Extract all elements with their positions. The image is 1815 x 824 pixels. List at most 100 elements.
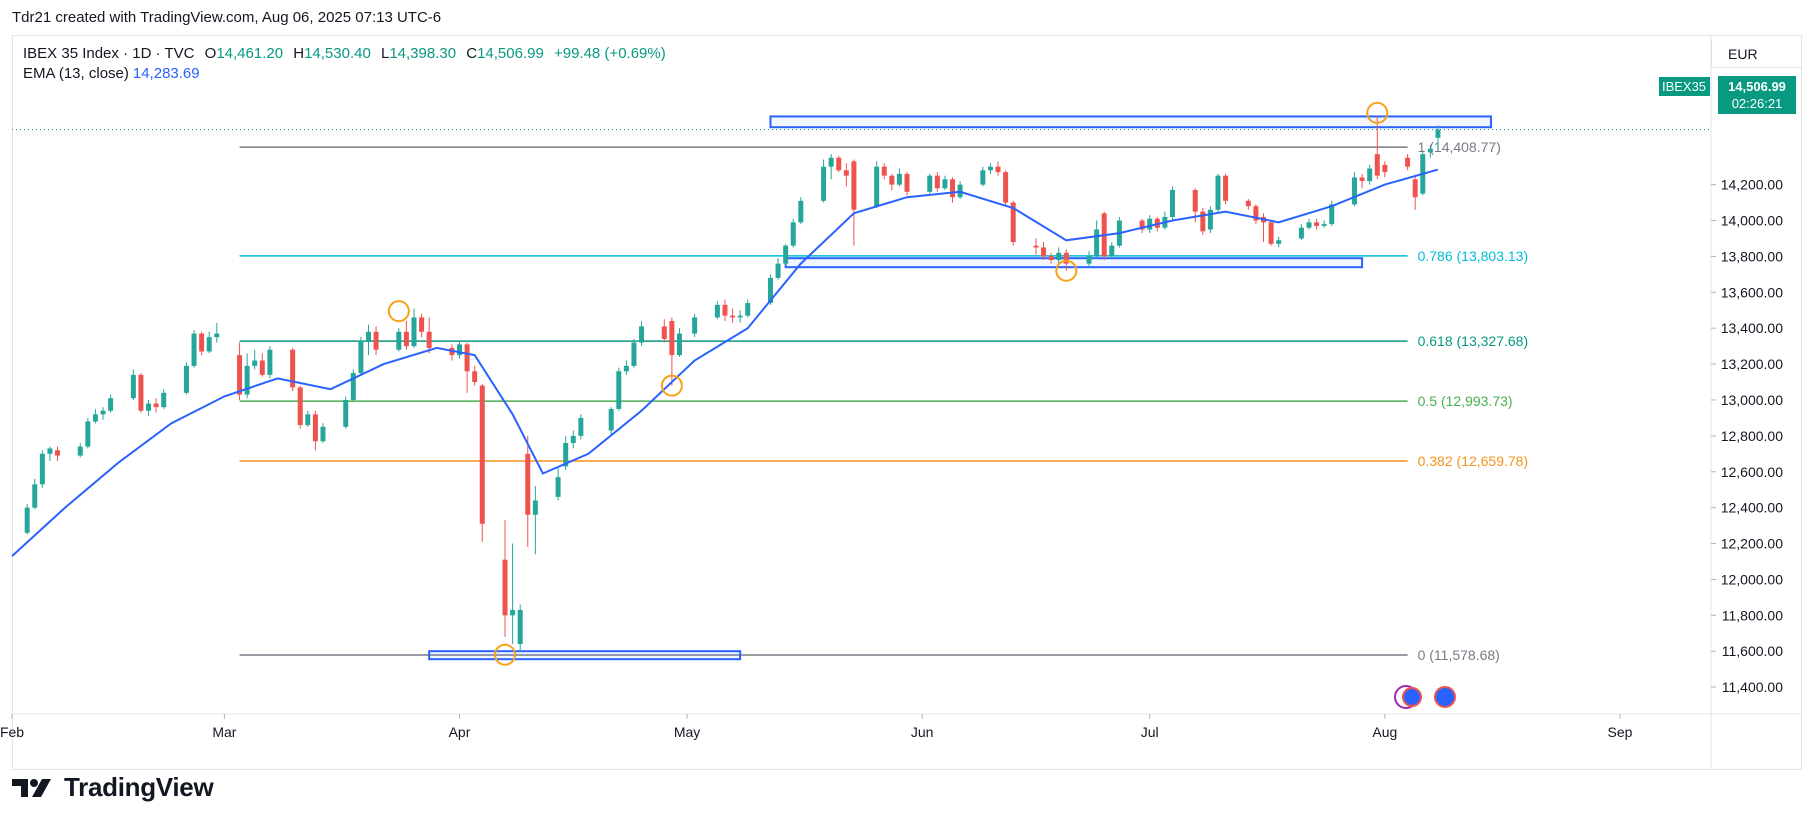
candle (1003, 170, 1009, 207)
candle (1139, 218, 1145, 234)
candle (927, 173, 933, 194)
candle (525, 435, 531, 548)
candle-body (1147, 218, 1153, 230)
price-tick-label: 12,000.00 (1721, 571, 1783, 587)
candle-body (1412, 179, 1418, 198)
candle (464, 342, 470, 393)
candle-body (517, 609, 523, 645)
candle (821, 159, 827, 203)
candle (950, 177, 956, 203)
pivot-marker (1366, 101, 1389, 124)
candle-body (722, 304, 728, 316)
ema-label[interactable]: EMA (13, close) (23, 65, 129, 82)
candle-body (934, 175, 940, 189)
footer-brand[interactable]: TradingView (12, 772, 214, 803)
candle (1048, 252, 1054, 264)
candle (1405, 154, 1411, 171)
candle (1298, 224, 1304, 241)
candle (1412, 175, 1418, 210)
candle (669, 317, 675, 386)
candle-body (85, 421, 91, 447)
chart-frame[interactable] (12, 35, 1802, 770)
candle-body (881, 166, 887, 176)
candle-body (55, 450, 61, 456)
candle (722, 299, 728, 322)
candle-body (1435, 129, 1441, 138)
time-tick-label: Mar (212, 724, 236, 740)
candle-body (312, 414, 318, 442)
candle-body (639, 326, 645, 343)
candle-body (889, 175, 895, 185)
candle-body (775, 263, 781, 278)
candle-body (980, 170, 986, 185)
candle (32, 478, 38, 510)
price-tag: 14,506.99 (1728, 79, 1786, 94)
candle-body (244, 365, 250, 395)
candle-body (616, 371, 622, 409)
candle-body (358, 340, 364, 374)
candle (851, 159, 857, 246)
candle (153, 398, 159, 413)
candle-body (290, 349, 296, 388)
candle (472, 365, 478, 386)
candle-body (1427, 148, 1433, 153)
candle-body (1374, 154, 1380, 176)
candle-body (995, 166, 1001, 173)
candle-body (1253, 206, 1259, 221)
candle (904, 172, 910, 196)
candle-body (373, 331, 379, 350)
candle-body (896, 173, 902, 185)
candle (578, 414, 584, 440)
candle-body (676, 333, 682, 356)
candle-body (1245, 200, 1251, 207)
change-value: +99.48 (+0.69%) (553, 45, 666, 62)
candle (146, 399, 152, 417)
earnings-event-icon-2 (1434, 686, 1456, 708)
ohlc-row: IBEX 35 Index · 1D · TVC O14,461.20 H14,… (23, 44, 666, 64)
candle (995, 161, 1001, 176)
candle-body (426, 331, 432, 348)
close-label: C (466, 45, 478, 62)
candle-body (146, 403, 152, 411)
candle-body (783, 245, 789, 264)
candle (1245, 198, 1251, 210)
low-label: L (380, 45, 390, 62)
candle-body (92, 414, 98, 422)
candle (874, 161, 880, 208)
candle (55, 446, 61, 461)
candle (502, 520, 508, 637)
candle-body (305, 414, 311, 426)
candle-body (692, 317, 698, 334)
ticker-tag-bg (1659, 77, 1710, 96)
symbol-label[interactable]: IBEX 35 Index · 1D · TVC (23, 45, 195, 62)
candle-body (1405, 157, 1411, 167)
zone-rect (769, 115, 1493, 129)
candle (252, 349, 258, 370)
candle (517, 604, 523, 652)
candle (77, 443, 83, 458)
candle-body (1215, 175, 1221, 210)
candle-body (623, 365, 629, 372)
candle (161, 389, 167, 409)
candle (267, 346, 273, 379)
candle (358, 337, 364, 375)
time-tick-label: Aug (1372, 724, 1397, 740)
candle (889, 173, 895, 191)
candle-body (259, 360, 265, 375)
chart-attribution: Tdr21 created with TradingView.com, Aug … (12, 9, 442, 26)
candle-body (419, 317, 425, 332)
candle-body (108, 398, 114, 411)
candle-body (464, 344, 470, 372)
price-tick-label: 13,800.00 (1721, 248, 1783, 264)
candle-body (669, 321, 675, 356)
candle (419, 313, 425, 338)
candle-body (1314, 222, 1320, 226)
candle-body (1139, 220, 1145, 230)
candle (199, 331, 205, 356)
price-tick-label: 11,800.00 (1722, 607, 1783, 623)
candle (191, 329, 197, 368)
candle-body (411, 317, 417, 347)
currency-selector[interactable]: EUR (1711, 40, 1803, 68)
candle-body (214, 333, 220, 338)
